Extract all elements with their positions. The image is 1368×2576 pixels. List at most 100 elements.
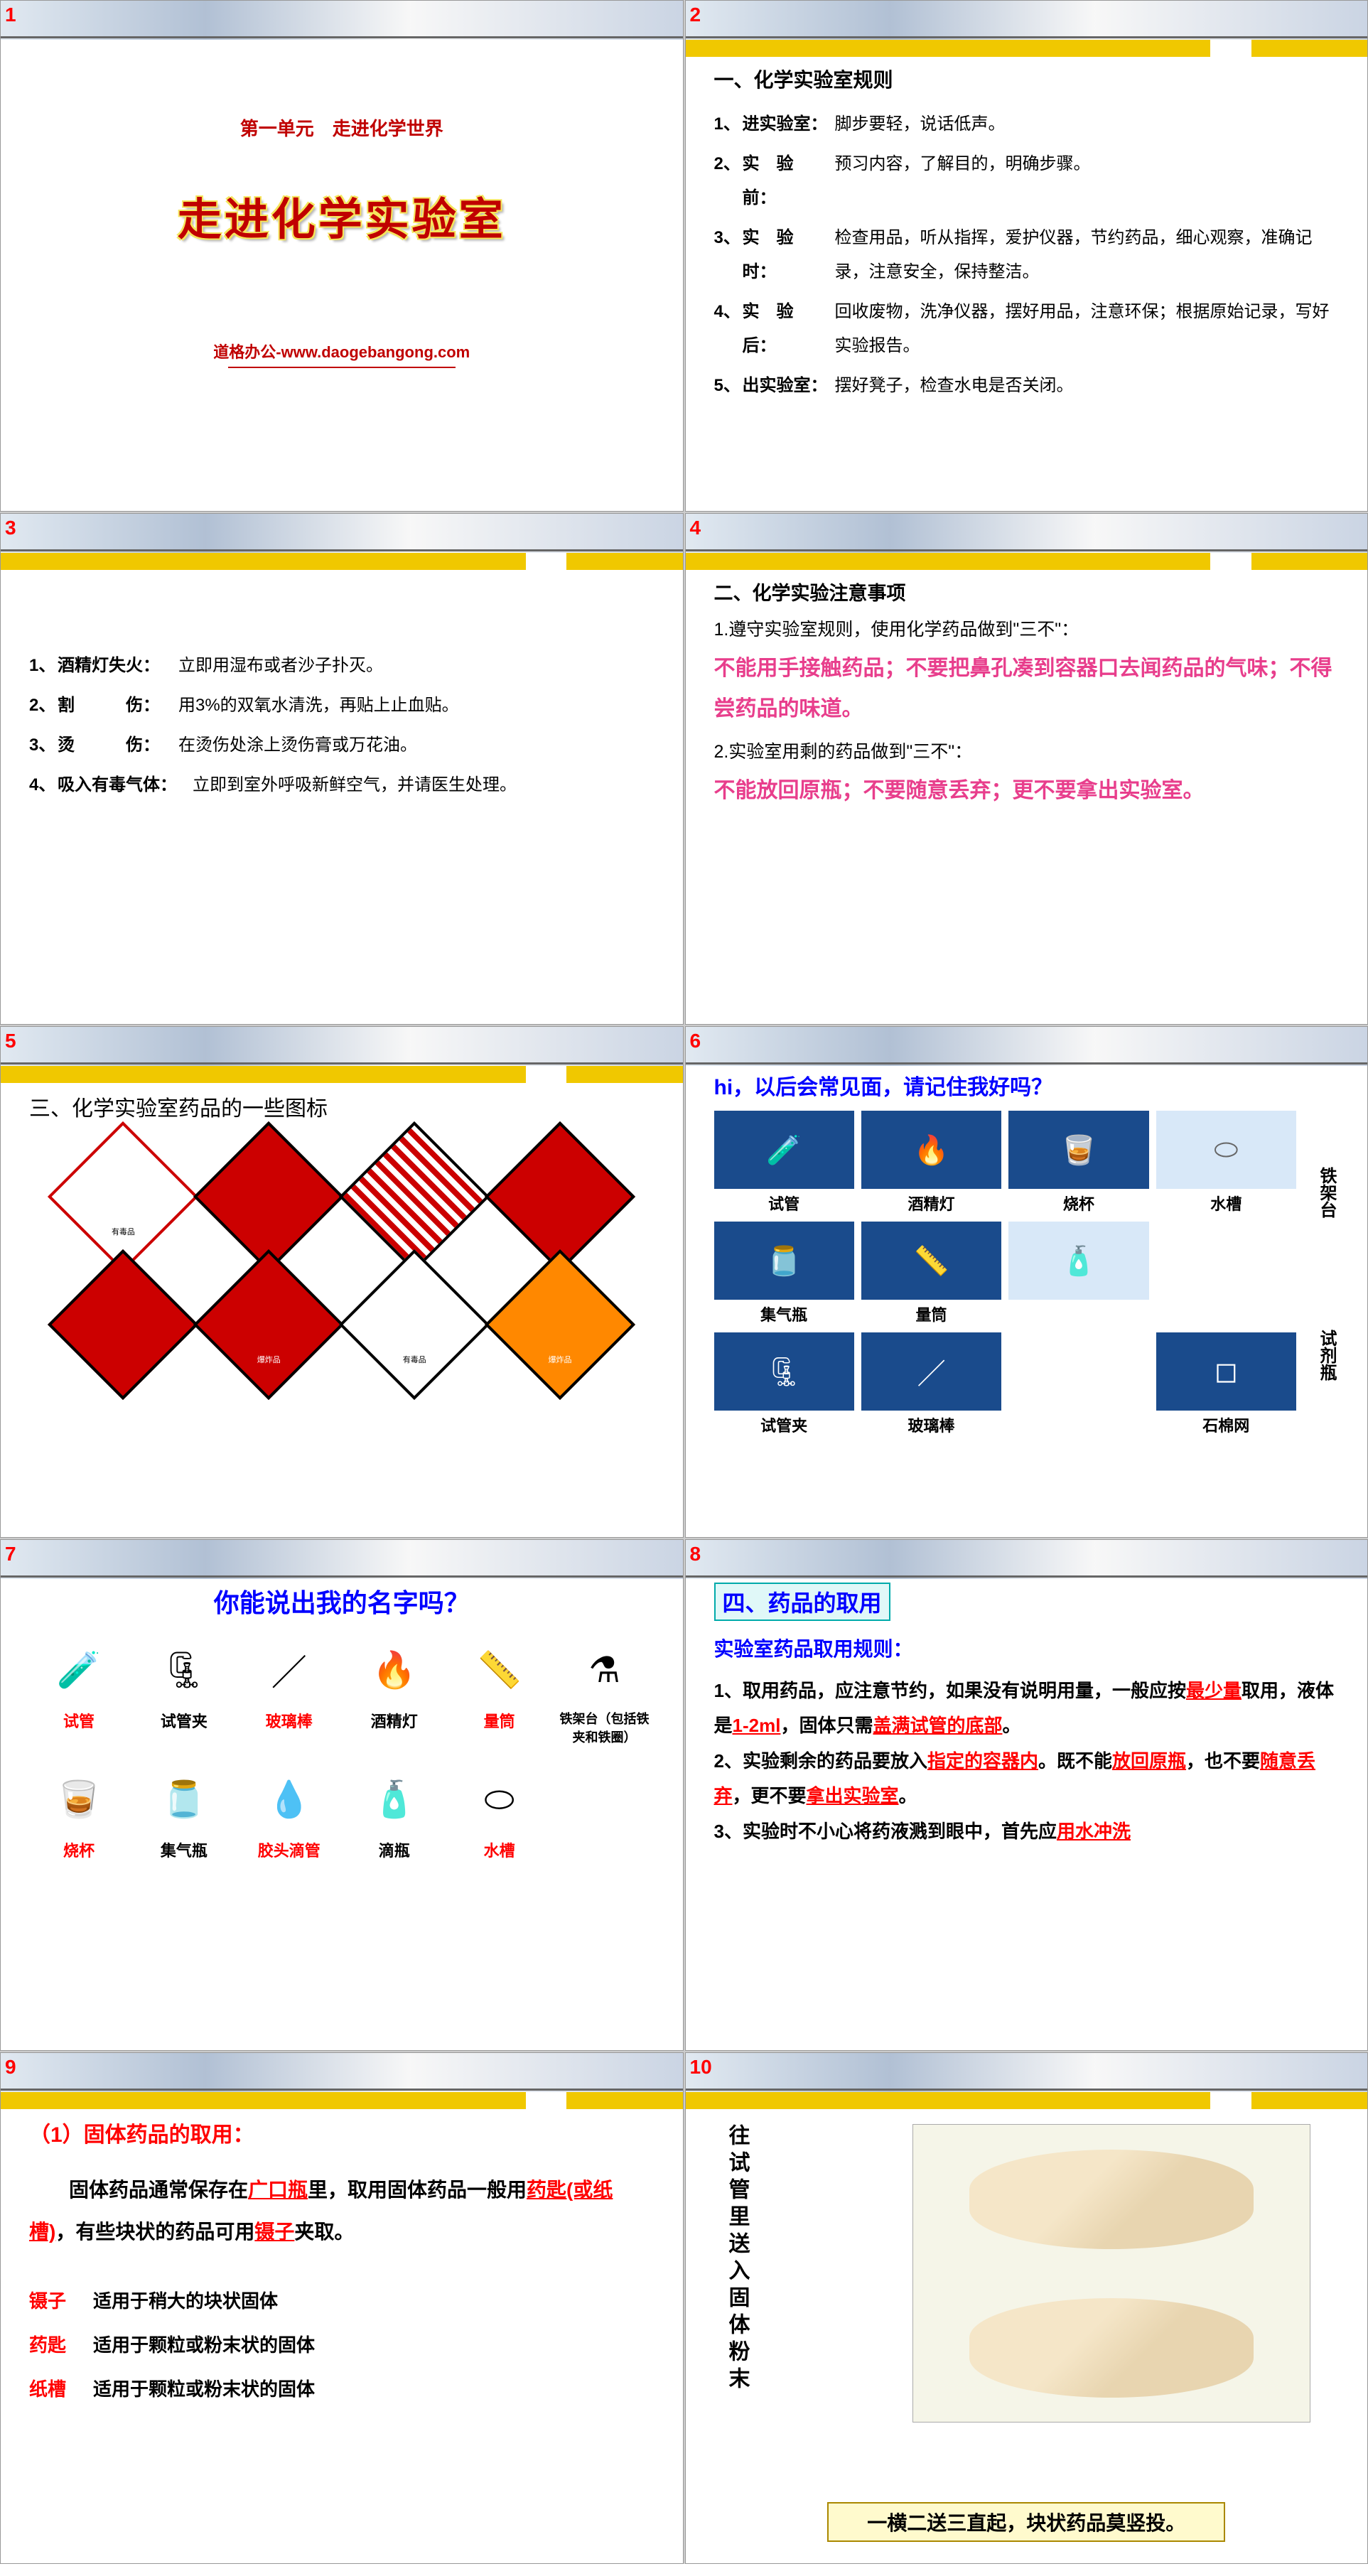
top-strip bbox=[686, 1540, 1368, 1579]
sub-heading: 实验室药品取用规则： bbox=[714, 1634, 1340, 1662]
hand-bottom-icon bbox=[969, 2298, 1254, 2398]
hazard-icon bbox=[215, 1143, 322, 1250]
accent-bar bbox=[686, 553, 1211, 570]
alcohol-lamp-icon: 🔥 bbox=[861, 1111, 1001, 1189]
greeting-heading: hi，以后会常见面，请记住我好吗？ bbox=[714, 1069, 1340, 1101]
glass-rod-icon: ／ bbox=[861, 1332, 1001, 1411]
slide-1: 1 第一单元 走进化学世界 走进化学实验室 道格办公-www.daogebang… bbox=[0, 0, 684, 512]
footer-link: 道格办公-www.daogebangong.com bbox=[29, 340, 655, 368]
dropper-icon: 💧 bbox=[239, 1760, 339, 1838]
emergency-list: 1、酒精灯失火：立即用湿布或者沙子扑灭。 2、割 伤：用3%的双氧水清洗，再贴上… bbox=[29, 649, 655, 802]
sub-2: 2.实验室用剩的药品做到"三不"： bbox=[714, 738, 1340, 763]
definitions: 镊子适用于稍大的块状固体 药匙适用于颗粒或粉末状的固体 纸槽适用于颗粒或粉末状的… bbox=[29, 2279, 655, 2412]
slide-7: 7 你能说出我的名字吗？ 🧪试管 🗜试管夹 ／玻璃棒 🔥酒精灯 📏量筒 ⚗铁架台… bbox=[0, 1539, 684, 2051]
slide-grid: 1 第一单元 走进化学世界 走进化学实验室 道格办公-www.daogebang… bbox=[0, 0, 1368, 2564]
accent-bar bbox=[1, 553, 526, 570]
equipment-row-1: 🧪试管 🗜试管夹 ／玻璃棒 🔥酒精灯 📏量筒 ⚗铁架台（包括铁夹和铁圈） bbox=[29, 1631, 655, 1746]
water-trough-icon: ⬭ bbox=[1156, 1111, 1296, 1189]
sub-1: 1.遵守实验室规则，使用化学药品做到"三不"： bbox=[714, 615, 1340, 641]
hand-top-icon bbox=[969, 2150, 1254, 2249]
slide-10: 10 往试管里送入固体粉末 一横二送三直起，块状药品莫竖投。 bbox=[685, 2052, 1368, 2564]
slide-number: 9 bbox=[5, 2056, 16, 2079]
alcohol-lamp-icon: 🔥 bbox=[345, 1631, 444, 1709]
rules-list: 1、进实验室：脚步要轻，说话低声。 2、实 验 前：预习内容，了解目的，明确步骤… bbox=[714, 107, 1340, 403]
slide-number: 6 bbox=[690, 1030, 701, 1052]
top-strip bbox=[1, 514, 683, 553]
top-strip bbox=[1, 1, 683, 40]
section-heading: （1）固体药品的取用： bbox=[29, 2117, 655, 2148]
hazard-icon: 有毒品 bbox=[361, 1271, 468, 1378]
hazard-icons-grid: 有毒品 爆炸品 有毒品 爆炸品 bbox=[29, 1143, 655, 1378]
test-tube-icon: 🧪 bbox=[714, 1111, 854, 1189]
question-heading: 你能说出我的名字吗？ bbox=[29, 1583, 655, 1620]
top-strip bbox=[1, 1540, 683, 1579]
top-strip bbox=[686, 2053, 1368, 2092]
accent-bar-r bbox=[1251, 553, 1367, 570]
slide-number: 2 bbox=[690, 4, 701, 26]
clamp-icon: 🗜 bbox=[134, 1631, 234, 1709]
hazard-icon bbox=[70, 1271, 176, 1378]
accent-bar-r bbox=[566, 2092, 682, 2109]
slide-3: 3 1、酒精灯失火：立即用湿布或者沙子扑灭。 2、割 伤：用3%的双氧水清洗，再… bbox=[0, 513, 684, 1025]
equipment-row-2: 🥃烧杯 🫙集气瓶 💧胶头滴管 🧴滴瓶 ⬭水槽 bbox=[29, 1760, 655, 1861]
gas-bottle-icon: 🫙 bbox=[714, 1222, 854, 1300]
top-strip bbox=[686, 1, 1368, 40]
accent-bar bbox=[686, 40, 1211, 57]
accent-bar bbox=[1, 1066, 526, 1083]
iron-stand-icon: ⚗ bbox=[555, 1631, 655, 1709]
top-strip bbox=[686, 514, 1368, 553]
slide-6: 6 hi，以后会常见面，请记住我好吗？ 🧪试管 🔥酒精灯 🥃烧杯 ⬭水槽 🫙集气… bbox=[685, 1026, 1368, 1538]
water-trough-icon: ⬭ bbox=[450, 1760, 549, 1838]
slide-number: 8 bbox=[690, 1543, 701, 1565]
slide-number: 4 bbox=[690, 517, 701, 539]
slide-9: 9 （1）固体药品的取用： 固体药品通常保存在广口瓶里，取用固体药品一般用药匙(… bbox=[0, 2052, 684, 2564]
slide-5: 5 三、化学实验室药品的一些图标 有毒品 爆炸品 有毒品 爆炸品 bbox=[0, 1026, 684, 1538]
hazard-icon bbox=[507, 1143, 613, 1250]
section-heading: 三、化学实验室药品的一些图标 bbox=[29, 1091, 655, 1122]
slide-number: 7 bbox=[5, 1543, 16, 1565]
section-heading: 四、药品的取用 bbox=[714, 1583, 890, 1621]
cylinder-icon: 📏 bbox=[861, 1222, 1001, 1300]
rules-body: 1、取用药品，应注意节约，如果没有说明用量，一般应按最少量取用，液体是1-2ml… bbox=[714, 1674, 1340, 1849]
main-title: 走进化学实验室 bbox=[29, 183, 655, 247]
gas-bottle-icon: 🫙 bbox=[134, 1760, 234, 1838]
hazard-icon bbox=[361, 1143, 468, 1250]
beaker-icon: 🥃 bbox=[29, 1760, 129, 1838]
iron-stand-label: 铁架台 bbox=[1303, 1167, 1339, 1218]
reagent-bottle-icon: 🧴 bbox=[1008, 1222, 1148, 1300]
unit-label: 第一单元 走进化学世界 bbox=[29, 114, 655, 141]
slide-number: 5 bbox=[5, 1030, 16, 1052]
clamp-icon: 🗜 bbox=[714, 1332, 854, 1411]
hazard-icon: 有毒品 bbox=[70, 1143, 176, 1250]
asbestos-icon: ◻ bbox=[1156, 1332, 1296, 1411]
hands-illustration bbox=[912, 2124, 1310, 2423]
hazard-icon: 爆炸品 bbox=[507, 1271, 613, 1378]
accent-bar bbox=[1, 2092, 526, 2109]
section-heading: 二、化学实验注意事项 bbox=[714, 578, 1340, 605]
test-tube-icon: 🧪 bbox=[29, 1631, 129, 1709]
top-strip bbox=[1, 2053, 683, 2092]
equipment-grid: 🧪试管 🔥酒精灯 🥃烧杯 ⬭水槽 🫙集气瓶 📏量筒 🧴 🗜试管夹 ／玻璃棒 ◻石… bbox=[714, 1111, 1297, 1436]
accent-bar-r bbox=[566, 553, 682, 570]
glass-rod-icon: ／ bbox=[239, 1631, 339, 1709]
slide-2: 2 一、化学实验室规则 1、进实验室：脚步要轻，说话低声。 2、实 验 前：预习… bbox=[685, 0, 1368, 512]
slide-number: 1 bbox=[5, 4, 16, 26]
accent-bar bbox=[686, 2092, 1211, 2109]
beaker-icon: 🥃 bbox=[1008, 1111, 1148, 1189]
top-strip bbox=[686, 1027, 1368, 1066]
cylinder-icon: 📏 bbox=[450, 1631, 549, 1709]
slide-number: 3 bbox=[5, 517, 16, 539]
highlight-1: 不能用手接触药品；不要把鼻孔凑到容器口去闻药品的气味；不得尝药品的味道。 bbox=[714, 648, 1340, 729]
reagent-bottle-label: 试剂瓶 bbox=[1303, 1330, 1339, 1381]
accent-bar-r bbox=[1251, 2092, 1367, 2109]
section-heading: 一、化学实验室规则 bbox=[714, 65, 1340, 93]
vertical-caption: 往试管里送入固体粉末 bbox=[721, 2124, 753, 2394]
slide-8: 8 四、药品的取用 实验室药品取用规则： 1、取用药品，应注意节约，如果没有说明… bbox=[685, 1539, 1368, 2051]
hazard-icon: 爆炸品 bbox=[215, 1271, 322, 1378]
solid-body: 固体药品通常保存在广口瓶里，取用固体药品一般用药匙(或纸槽)，有些块状的药品可用… bbox=[29, 2170, 655, 2253]
mnemonic-footer: 一横二送三直起，块状药品莫竖投。 bbox=[827, 2502, 1225, 2542]
slide-4: 4 二、化学实验注意事项 1.遵守实验室规则，使用化学药品做到"三不"： 不能用… bbox=[685, 513, 1368, 1025]
top-strip bbox=[1, 1027, 683, 1066]
drop-bottle-icon: 🧴 bbox=[345, 1760, 444, 1838]
slide-number: 10 bbox=[690, 2056, 712, 2079]
